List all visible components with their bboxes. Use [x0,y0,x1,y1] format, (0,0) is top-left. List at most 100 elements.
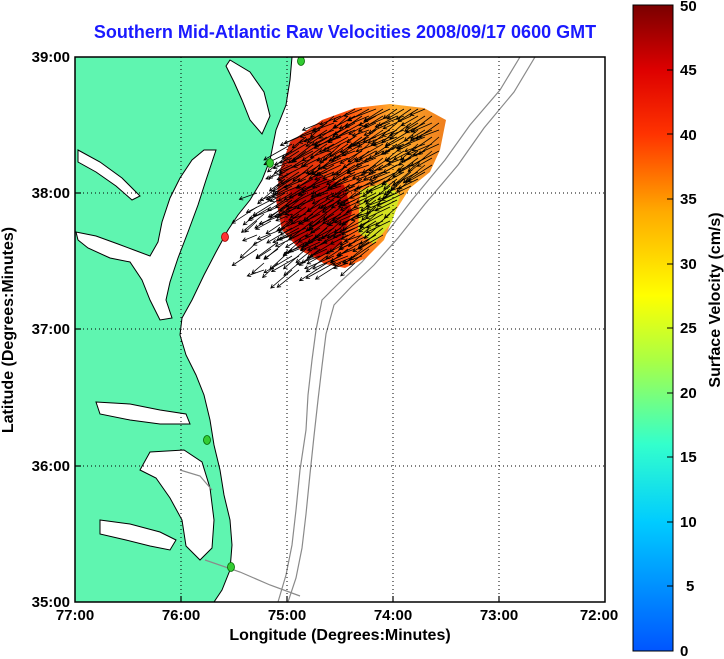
velocity-arrow [357,122,377,132]
velocity-arrow [404,122,419,132]
velocity-arrow [322,234,342,244]
velocity-arrow [341,171,363,181]
colorbar-tick-label: 25 [680,320,697,337]
albemarle-sound [95,401,191,425]
colorbar-ticks [667,69,673,587]
velocity-arrow [319,115,342,126]
velocity-arrow [396,178,412,193]
velocity-arrow [367,136,384,144]
velocity-arrow [238,192,258,201]
velocity-arrow [277,192,293,202]
velocity-arrow [386,185,405,194]
velocity-arrow [343,234,363,243]
velocity-arrow [272,234,293,244]
y-tick-label: 36:00 [32,458,70,475]
velocity-arrow [387,157,405,166]
velocity-arrow [263,248,279,260]
colorbar-label: Surface Velocity (cm/s) [707,212,724,387]
velocity-arrow [361,206,377,221]
velocity-arrow [242,213,258,226]
velocity-arrow [340,136,363,154]
axis-ticks [75,192,500,602]
velocity-arrow [305,262,335,279]
velocity-arrow [325,185,356,200]
velocity-arrow [248,206,279,220]
velocity-arrow [310,192,328,200]
velocity-arrow [242,234,258,242]
velocity-arrow [322,206,342,221]
velocity-arrow [355,143,377,153]
velocity-arrow [377,192,398,201]
velocity-arrow [326,171,349,185]
velocity-arrow [358,115,377,126]
velocity-arrow [350,213,370,222]
velocity-arrow [263,255,293,274]
velocity-arrow [340,262,356,277]
velocity-arrow [309,150,328,159]
velocity-arrow [257,185,279,205]
y-axis-label: Latitude (Degrees:Minutes) [0,227,17,433]
velocity-arrow [305,220,321,232]
velocity-arrow [351,129,370,137]
velocity-arrow [356,171,377,181]
velocity-arrow [381,129,398,137]
velocity-arrow [332,108,356,123]
velocity-arrow [318,143,335,153]
colorbar-tick-label: 10 [680,514,697,531]
velocity-arrow [410,129,426,139]
velocity-arrow [272,157,300,170]
y-tick-label: 39:00 [32,49,70,66]
potomac-inlet [77,149,141,201]
velocity-arrow [273,164,293,174]
velocity-arrow [363,122,391,136]
velocity-arrow [314,171,335,181]
velocity-arrow [343,108,363,117]
velocity-arrow [330,199,349,209]
bathymetry-contours [179,57,536,602]
velocity-arrow [322,171,342,180]
velocity-arrow [268,178,286,192]
velocity-arrow [265,171,286,180]
velocity-arrow [365,206,391,220]
velocity-arrow [341,255,363,264]
pamlico-sound [139,449,215,561]
velocity-arrow [277,171,293,182]
velocity-arrow [282,248,300,256]
velocity-arrow [318,122,342,139]
y-tick-label: 37:00 [32,321,70,338]
velocity-arrow [296,255,321,266]
velocity-arrow [372,136,398,147]
velocity-arrow [351,171,370,180]
velocity-arrow [314,262,342,280]
colorbar-tick-label: 15 [680,449,697,466]
colorbar-tick-label: 20 [680,385,697,402]
velocity-arrow [299,262,328,282]
y-tick-label: 38:00 [32,185,70,202]
velocity-arrow [396,143,412,152]
velocity-arrow [262,262,279,279]
colorbar-tick-label: 35 [680,191,697,208]
colorbar-tick-label: 40 [680,127,697,144]
velocity-arrow [244,220,258,233]
colorbar-tick-label: 45 [680,62,697,79]
x-axis-label: Longitude (Degrees:Minutes) [229,627,450,644]
velocity-arrow [304,255,335,270]
chesapeake-bay [75,149,217,321]
colorbar-tick-label: 0 [680,643,688,659]
velocity-arrow [311,192,335,205]
velocity-arrow [310,220,328,234]
velocity-arrow [297,234,314,243]
velocity-arrow [329,255,349,264]
velocity-arrow [295,178,314,189]
velocity-arrow [339,150,363,164]
station-marker [297,57,305,66]
velocity-arrow [381,143,405,155]
velocity-vectors [231,108,440,289]
y-tick-label: 35:00 [32,594,70,611]
velocity-arrow [404,143,426,153]
velocity-arrow [416,157,433,167]
velocity-arrow [359,234,377,245]
velocity-arrow [368,185,384,193]
velocity-arrow [339,199,363,211]
